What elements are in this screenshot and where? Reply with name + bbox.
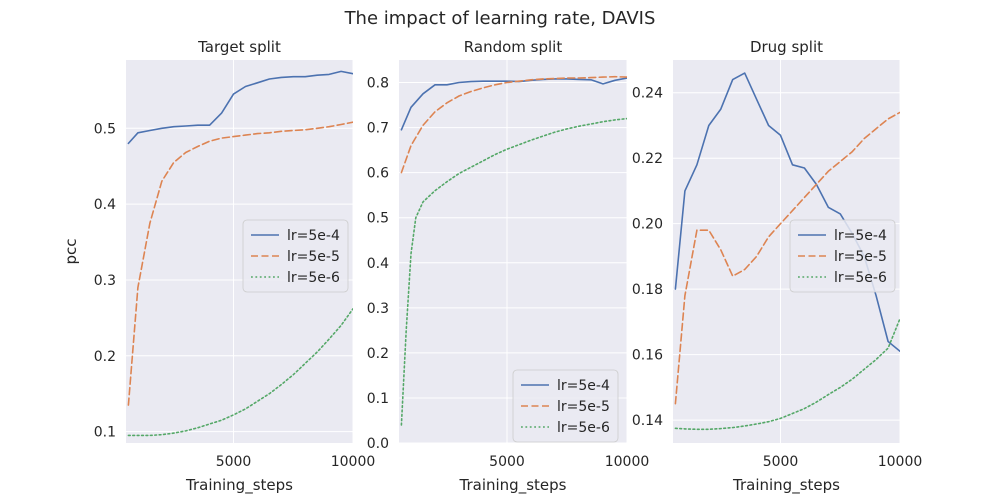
y-tick-label: 0.4 — [94, 197, 116, 213]
y-tick-label: 0.6 — [367, 166, 389, 182]
legend-box — [512, 369, 619, 443]
y-tick-label: 0.2 — [94, 349, 116, 365]
x-axis-label: Training_steps — [459, 476, 567, 495]
y-tick-label: 0.2 — [367, 346, 389, 362]
series-line-lr-5e-5 — [674, 111, 900, 405]
legend: lr=5e-4 lr=5e-5 lr=5e-6 — [789, 219, 896, 293]
x-tick-label: 5000 — [489, 454, 525, 470]
x-tick-label: 5000 — [216, 454, 252, 470]
legend-label: lr=5e-5 — [557, 399, 610, 415]
legend-label: lr=5e-6 — [557, 420, 610, 436]
subplot-title: Target split — [197, 38, 281, 56]
legend-label: lr=5e-4 — [834, 228, 887, 244]
y-tick-label: 0.20 — [632, 217, 663, 233]
y-tick-label: 0.5 — [94, 121, 116, 137]
x-tick-label: 5000 — [763, 454, 799, 470]
x-axis-label: Training_steps — [732, 476, 840, 495]
subplots: 0.1 0.2 0.3 0.4 0.5 5000 10000 Target split Trai… — [62, 38, 922, 495]
x-axis-label: Training_steps — [185, 476, 293, 495]
legend: lr=5e-4 lr=5e-5 lr=5e-6 — [242, 219, 349, 293]
legend-label: lr=5e-6 — [834, 270, 887, 286]
subplot-1: 0.1 0.2 0.3 0.4 0.5 5000 10000 Target split Trai… — [62, 38, 375, 495]
series-line-lr-5e-4 — [127, 70, 353, 145]
subplot-2: 0.0 0.1 0.2 0.3 0.4 0.5 0.6 0.7 0.8 5000 10000 Rand… — [367, 38, 650, 495]
series-line-lr-5e-6 — [400, 117, 627, 426]
y-tick-label: 0.4 — [367, 256, 389, 272]
x-tick-label: 10000 — [605, 454, 650, 470]
y-tick-label: 0.14 — [632, 413, 663, 429]
y-tick-label: 0.1 — [94, 425, 116, 441]
y-tick-label: 0.24 — [632, 86, 663, 102]
y-tick-label: 0.3 — [94, 273, 116, 289]
y-tick-label: 0.22 — [632, 151, 663, 167]
y-axis-label: pcc — [62, 238, 80, 264]
series-line-lr-5e-4 — [400, 77, 627, 131]
legend-label: lr=5e-6 — [287, 270, 340, 286]
y-tick-label: 0.1 — [367, 391, 389, 407]
subplot-title: Drug split — [750, 38, 823, 56]
y-tick-label: 0.18 — [632, 282, 663, 298]
x-tick-label: 10000 — [878, 454, 923, 470]
y-tick-label: 0.16 — [632, 348, 663, 364]
series-line-lr-5e-6 — [127, 307, 353, 437]
legend-label: lr=5e-5 — [834, 249, 887, 265]
y-tick-label: 0.7 — [367, 121, 389, 137]
series-group — [127, 70, 353, 437]
legend: lr=5e-4 lr=5e-5 lr=5e-6 — [512, 369, 619, 443]
series-group — [400, 75, 627, 426]
series-line-lr-5e-5 — [127, 121, 353, 406]
legend-label: lr=5e-4 — [557, 378, 610, 394]
figure-title: The impact of learning rate, DAVIS — [344, 8, 656, 29]
legend-box — [242, 219, 349, 293]
subplot-3: 0.14 0.16 0.18 0.20 0.22 0.24 5000 10000 Drug sp… — [632, 38, 922, 495]
legend-label: lr=5e-5 — [287, 249, 340, 265]
legend-box — [789, 219, 896, 293]
series-line-lr-5e-5 — [400, 75, 627, 174]
series-line-lr-5e-6 — [674, 317, 900, 431]
subplot-title: Random split — [464, 38, 563, 56]
y-tick-label: 0.5 — [367, 211, 389, 227]
y-tick-label: 0.3 — [367, 301, 389, 317]
legend-label: lr=5e-4 — [287, 228, 340, 244]
x-tick-label: 10000 — [331, 454, 376, 470]
y-tick-label: 0.8 — [367, 76, 389, 92]
y-tick-label: 0.0 — [367, 436, 389, 452]
